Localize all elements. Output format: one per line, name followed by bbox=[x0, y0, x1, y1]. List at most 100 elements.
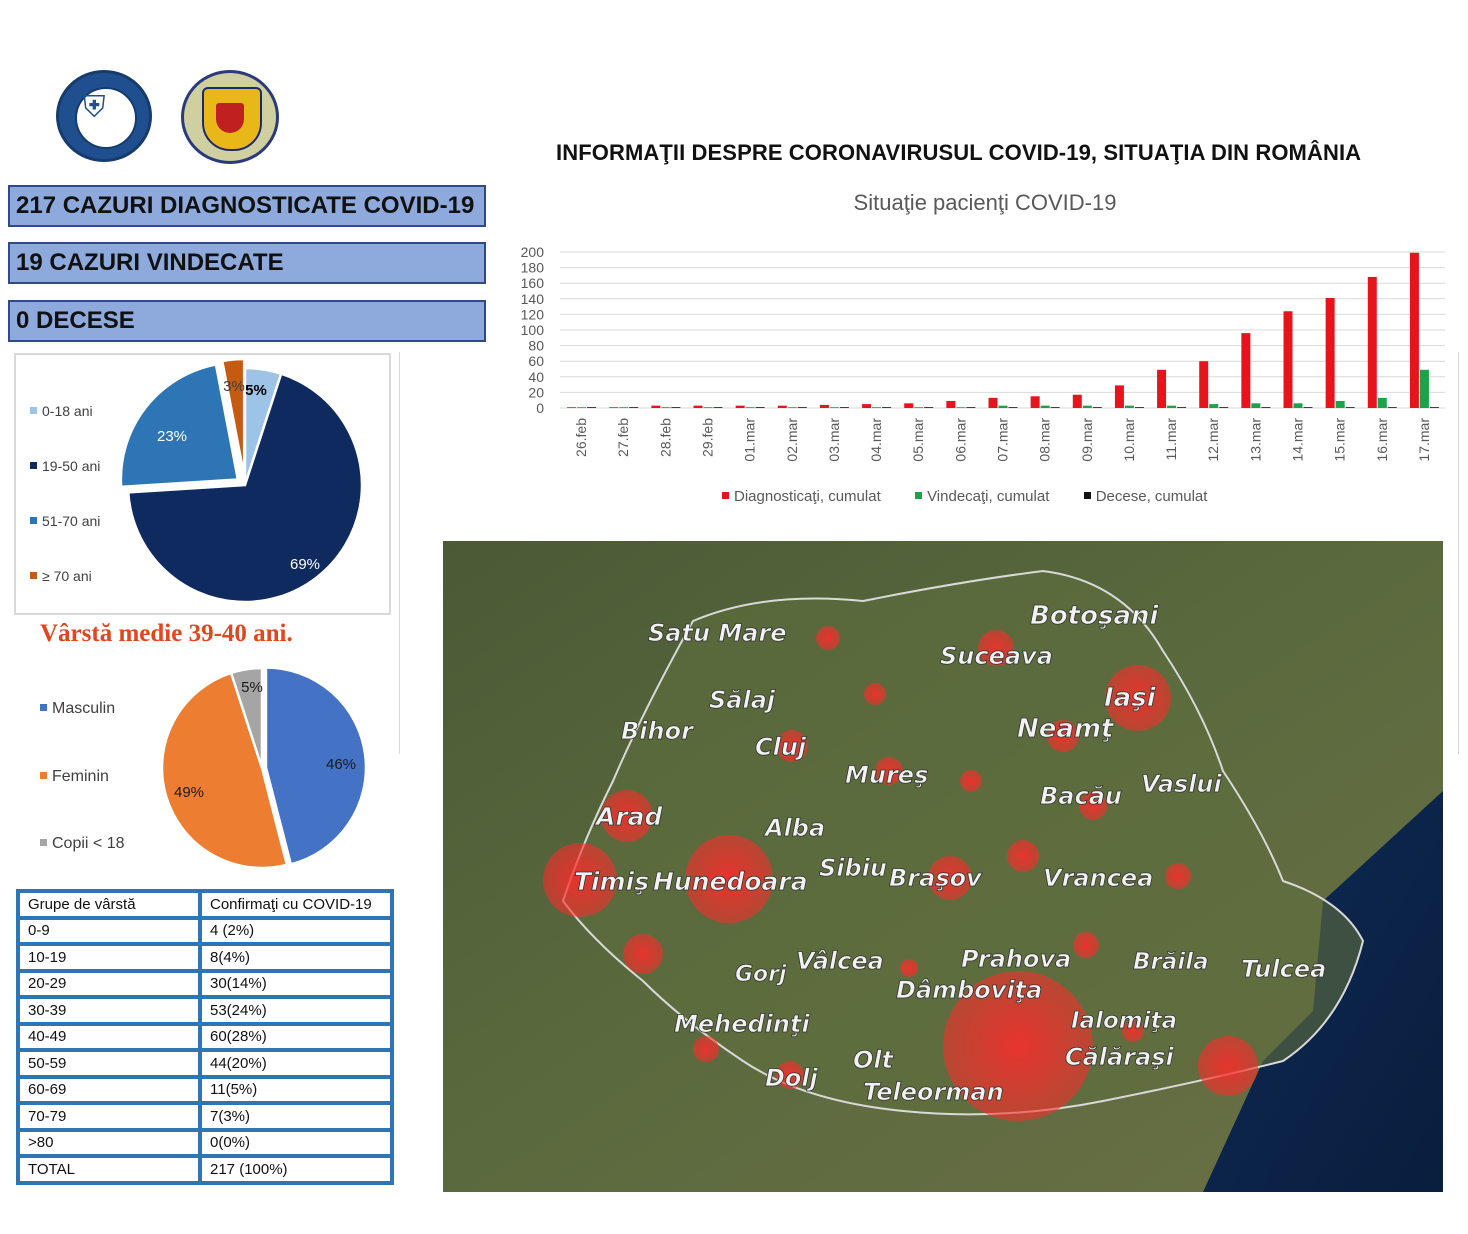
table-row: 60-69 11(5%) bbox=[18, 1076, 392, 1103]
county-label: Dolj bbox=[765, 1064, 819, 1092]
x-tick-label: 15.mar bbox=[1332, 418, 1348, 462]
y-tick-label: 120 bbox=[521, 306, 545, 322]
table-row: 70-79 7(3%) bbox=[18, 1103, 392, 1130]
x-tick-label: 13.mar bbox=[1247, 418, 1263, 462]
bar bbox=[872, 407, 882, 408]
county-label: Suceava bbox=[940, 642, 1053, 670]
county-label: Alba bbox=[763, 814, 825, 842]
x-tick-label: 14.mar bbox=[1290, 418, 1306, 462]
bar bbox=[1134, 407, 1144, 408]
bar bbox=[1124, 405, 1134, 408]
case-bubble bbox=[816, 626, 840, 650]
gender-pie-legend: Masculin Feminin Copii < 18 bbox=[40, 700, 125, 865]
case-bubble bbox=[1079, 792, 1107, 820]
bar bbox=[1040, 405, 1050, 408]
pie-value-label: 69% bbox=[290, 556, 320, 573]
bar bbox=[1261, 407, 1271, 408]
bar bbox=[819, 404, 829, 408]
pie-slice bbox=[264, 666, 368, 866]
table-header-cell: Grupe de vârstă bbox=[18, 891, 200, 918]
bar bbox=[797, 407, 807, 408]
pie-slice bbox=[160, 671, 289, 870]
legend-swatch bbox=[722, 492, 729, 499]
bar-chart-legend: Diagnosticaţi, cumulat Vindecaţi, cumula… bbox=[722, 488, 1207, 505]
bar bbox=[1177, 407, 1187, 408]
county-label: Ialomiţa bbox=[1071, 1008, 1177, 1034]
bar bbox=[651, 405, 661, 408]
bar bbox=[1293, 403, 1303, 408]
table-header-row: Grupe de vârstă Confirmaţi cu COVID-19 bbox=[18, 891, 392, 918]
legend-swatch bbox=[1083, 492, 1091, 499]
case-bubble bbox=[776, 1061, 804, 1089]
x-tick-label: 27.feb bbox=[615, 418, 631, 457]
county-label: Tulcea bbox=[1241, 955, 1326, 983]
county-label: Bacău bbox=[1040, 782, 1122, 810]
deaths-box: 0 DECESE bbox=[8, 300, 486, 342]
county-label: Botoşani bbox=[1030, 601, 1160, 631]
county-label: Olt bbox=[853, 1046, 895, 1074]
bar bbox=[1219, 407, 1229, 408]
pie-slice bbox=[119, 363, 240, 489]
bar bbox=[1429, 407, 1439, 408]
bar bbox=[1030, 396, 1040, 408]
y-tick-label: 140 bbox=[521, 291, 545, 307]
county-label: Cluj bbox=[755, 733, 807, 761]
bar bbox=[693, 405, 703, 408]
bar bbox=[1367, 276, 1377, 408]
county-label: Vrancea bbox=[1043, 864, 1153, 892]
bar bbox=[862, 404, 872, 408]
bar bbox=[946, 400, 956, 408]
bar bbox=[1325, 298, 1335, 408]
county-label: Gorj bbox=[735, 962, 787, 987]
pie-value-label: 49% bbox=[174, 784, 204, 801]
case-bubble bbox=[1007, 840, 1039, 872]
case-bubble bbox=[685, 835, 773, 923]
bar bbox=[735, 405, 745, 408]
age-legend-item: 0-18 ani bbox=[30, 403, 100, 458]
gender-legend-item: Feminin bbox=[40, 768, 125, 835]
bar bbox=[914, 407, 924, 408]
pie-slice bbox=[220, 360, 246, 477]
age-legend-item: 19-50 ani bbox=[30, 458, 100, 513]
dsu-shield-icon bbox=[216, 103, 244, 133]
pie-slice bbox=[229, 666, 264, 769]
table-cell: 11(5%) bbox=[200, 1076, 392, 1103]
case-bubble bbox=[693, 1036, 719, 1062]
x-tick-label: 01.mar bbox=[742, 418, 758, 462]
case-bubble bbox=[1073, 932, 1099, 958]
x-tick-label: 28.feb bbox=[657, 418, 673, 457]
x-tick-label: 17.mar bbox=[1416, 418, 1432, 462]
bar bbox=[1082, 405, 1092, 408]
bar bbox=[1114, 385, 1124, 408]
county-label: Neamţ bbox=[1017, 714, 1115, 744]
y-tick-label: 0 bbox=[536, 400, 544, 416]
pie-value-label: 46% bbox=[326, 756, 356, 773]
bar bbox=[787, 407, 797, 408]
table-row: TOTAL 217 (100%) bbox=[18, 1156, 392, 1183]
age-pie-legend: 0-18 ani 19-50 ani 51-70 ani ≥ 70 ani bbox=[30, 403, 100, 598]
pie-value-label: 5% bbox=[241, 679, 263, 696]
y-tick-label: 100 bbox=[521, 322, 545, 338]
table-cell: 10-19 bbox=[18, 944, 200, 971]
x-tick-label: 07.mar bbox=[995, 418, 1011, 462]
case-bubble bbox=[900, 959, 918, 977]
table-row: 50-59 44(20%) bbox=[18, 1050, 392, 1077]
y-tick-label: 60 bbox=[528, 353, 544, 369]
bar bbox=[567, 407, 577, 408]
age-legend-item: 51-70 ani bbox=[30, 513, 100, 568]
county-label: Hunedoara bbox=[653, 867, 808, 896]
legend-label: Decese, cumulat bbox=[1095, 488, 1208, 505]
case-bubble bbox=[1122, 1020, 1144, 1042]
table-cell: 53(24%) bbox=[200, 997, 392, 1024]
case-bubble bbox=[978, 630, 1014, 666]
divider bbox=[399, 352, 400, 754]
table-cell: 70-79 bbox=[18, 1103, 200, 1130]
case-bubble bbox=[601, 790, 653, 842]
bar bbox=[745, 407, 755, 408]
pie-value-label: 5% bbox=[245, 382, 267, 399]
table-cell: 217 (100%) bbox=[200, 1156, 392, 1183]
y-tick-label: 20 bbox=[528, 384, 544, 400]
table-cell: 30(14%) bbox=[200, 970, 392, 997]
bar bbox=[619, 407, 629, 408]
gender-legend-item: Masculin bbox=[40, 700, 125, 768]
